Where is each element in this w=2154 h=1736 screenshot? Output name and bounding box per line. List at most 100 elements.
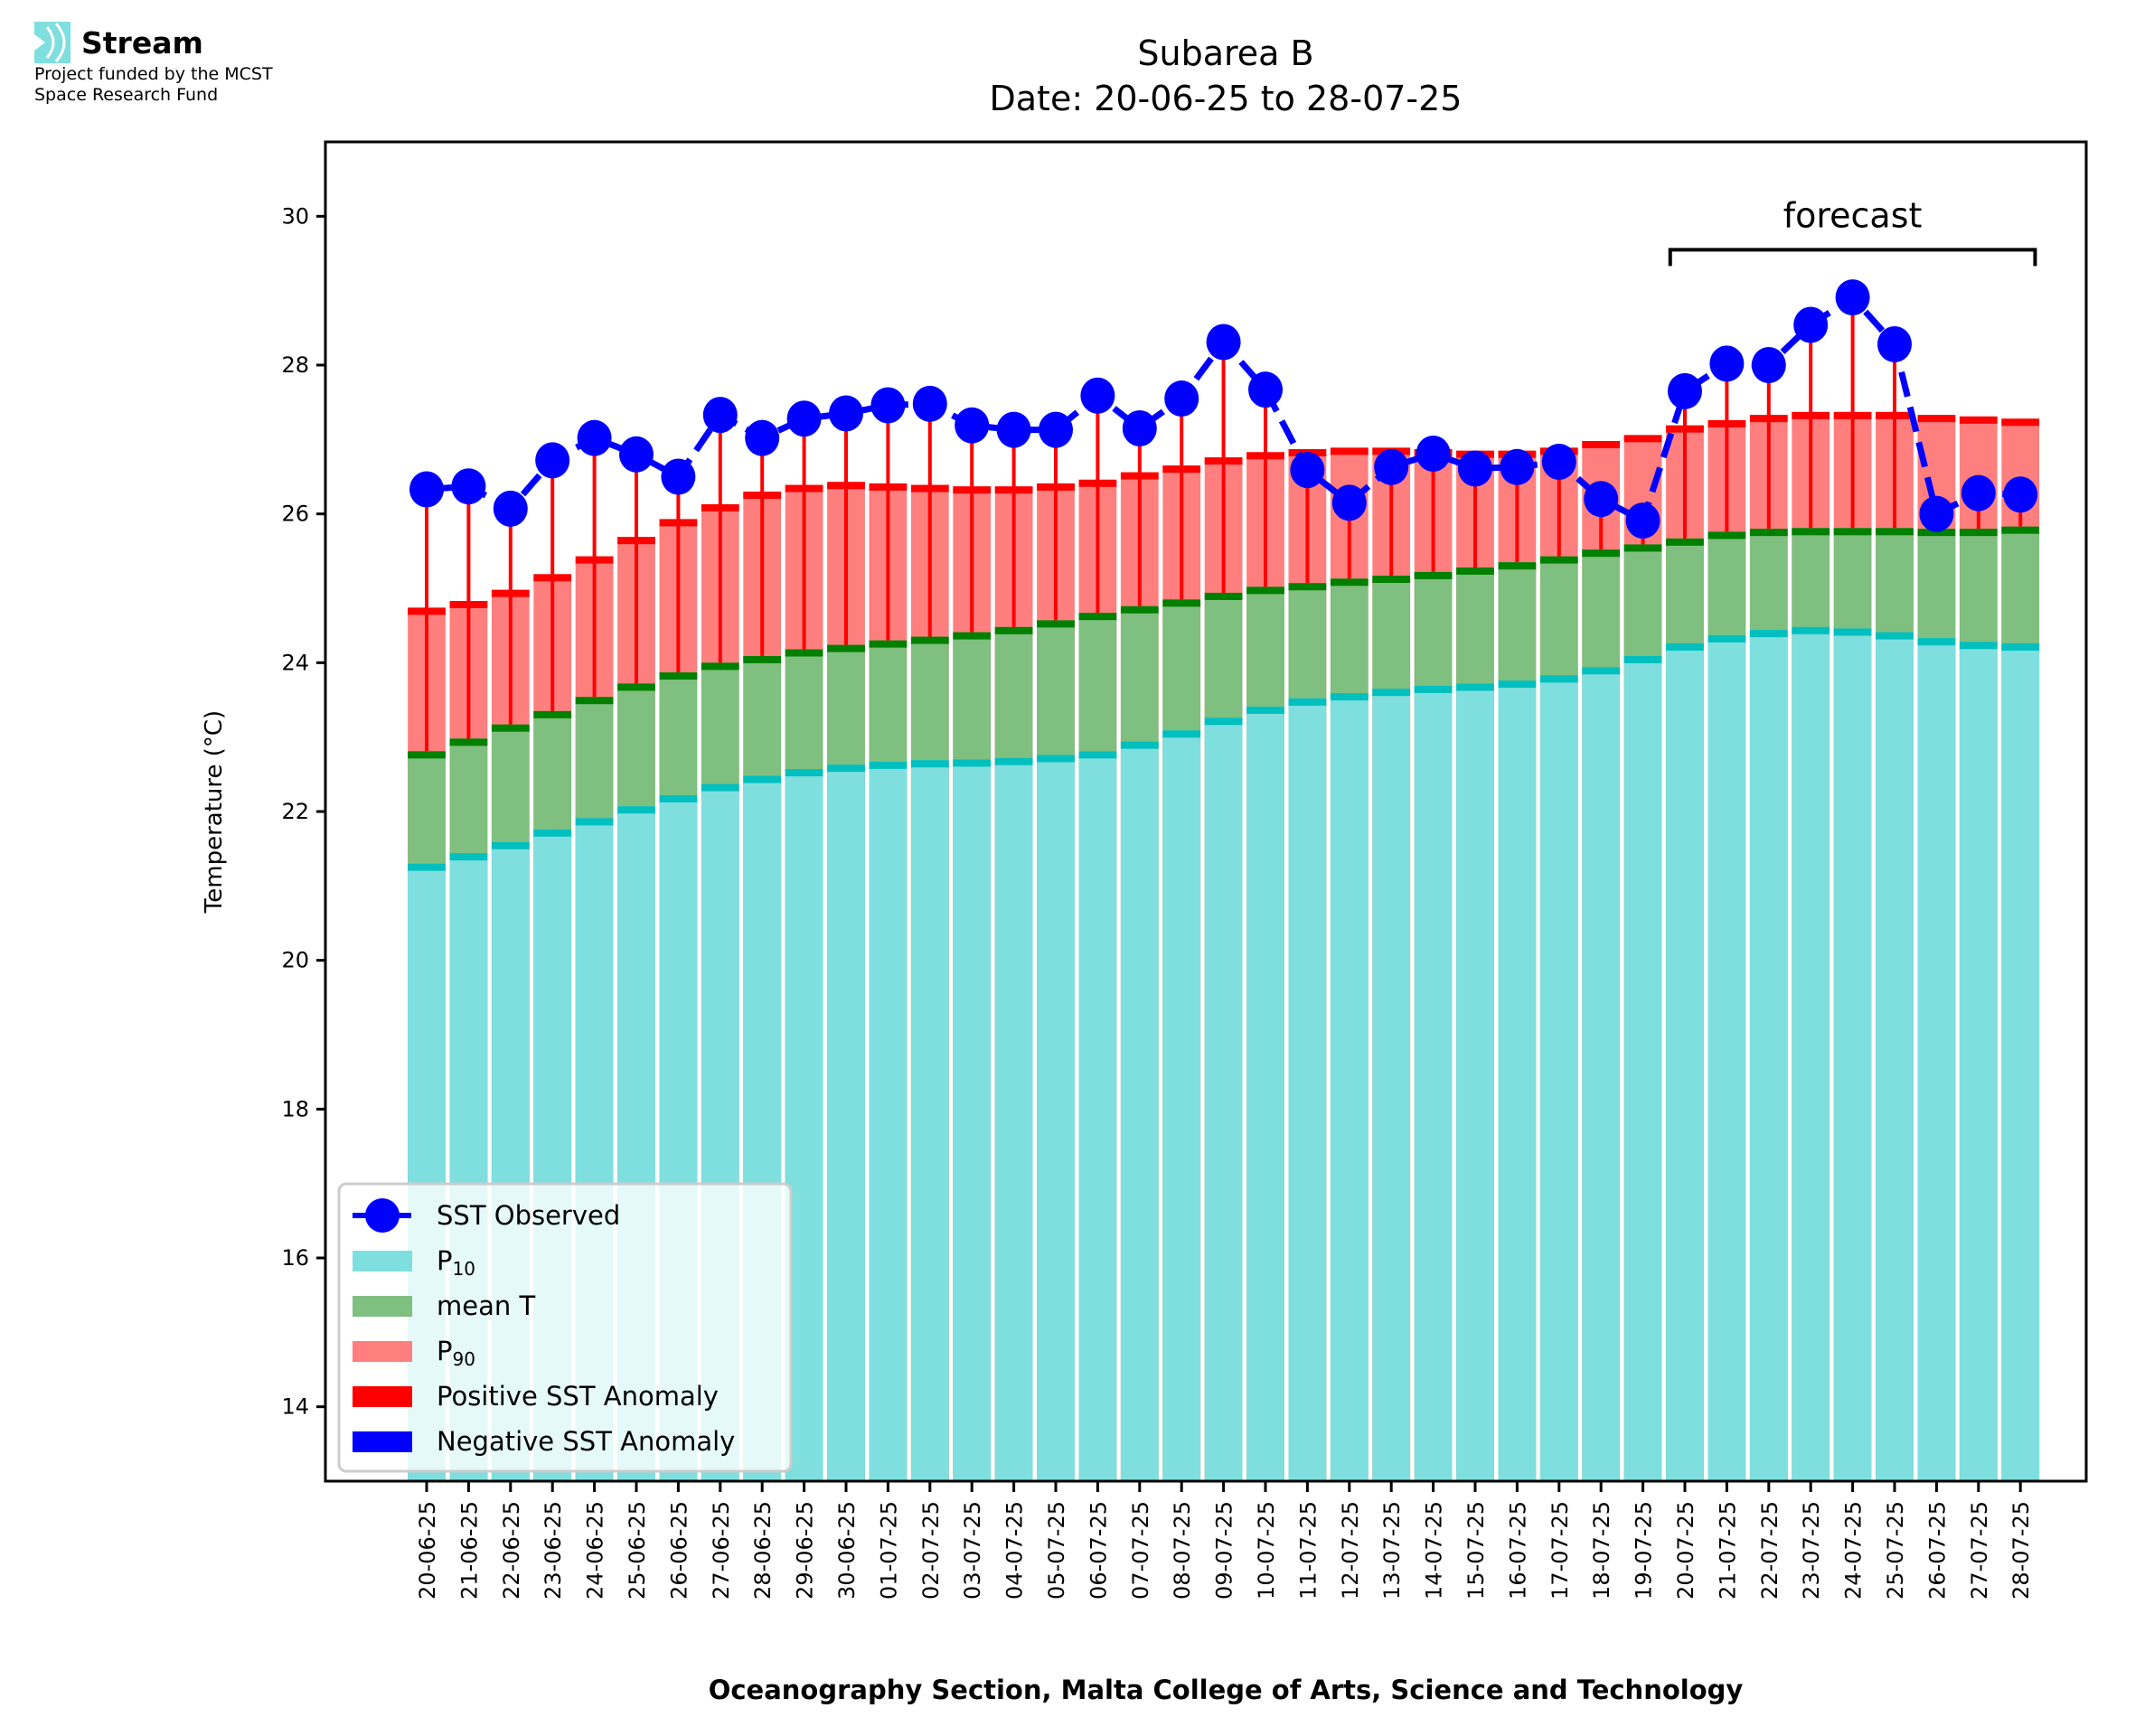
mean-t-bar-top bbox=[1959, 529, 1998, 537]
p10-bar-top bbox=[1246, 706, 1284, 714]
y-axis: 14 16 18 20 22 24 26 28 30 bbox=[281, 203, 325, 1420]
p10-bar bbox=[1246, 706, 1284, 1481]
p10-bar bbox=[1330, 693, 1369, 1481]
x-tick-label: 26-07-25 bbox=[1924, 1501, 1950, 1600]
p10-bar bbox=[1204, 718, 1243, 1481]
x-tick-label: 21-07-25 bbox=[1715, 1501, 1740, 1600]
p10-bar bbox=[1917, 638, 1956, 1481]
x-tick-label: 08-07-25 bbox=[1170, 1501, 1195, 1600]
x-tick-label: 23-06-25 bbox=[541, 1501, 566, 1600]
sst-observed-point bbox=[493, 490, 528, 527]
x-tick-label: 20-06-25 bbox=[415, 1501, 440, 1600]
p10-bar bbox=[1792, 626, 1830, 1481]
mean-t-bar-top bbox=[617, 683, 655, 691]
sst-observed-point bbox=[1961, 474, 1996, 511]
legend-label-sub: 90 bbox=[453, 1348, 475, 1370]
p10-bar bbox=[827, 765, 865, 1481]
y-tick-label: 22 bbox=[281, 799, 309, 824]
sst-observed-point bbox=[1458, 450, 1492, 487]
sst-observed-point bbox=[870, 387, 906, 424]
sst-observed-point bbox=[1500, 448, 1535, 485]
mean-t-bar-top bbox=[2001, 526, 2040, 534]
mean-t-bar-top bbox=[743, 655, 782, 663]
p90-bar-top bbox=[2001, 418, 2040, 427]
p10-bar bbox=[953, 759, 992, 1481]
sst-observed-point bbox=[786, 400, 822, 437]
p10-bar-top bbox=[1078, 751, 1117, 759]
sst-observed-point bbox=[1709, 345, 1745, 382]
p10-bar bbox=[1078, 751, 1117, 1481]
p10-bar-top bbox=[1037, 755, 1075, 763]
sst-observed-point bbox=[1290, 452, 1325, 489]
mean-t-bar-top bbox=[910, 636, 949, 644]
sst-observed-point bbox=[577, 419, 612, 456]
x-tick-label: 22-06-25 bbox=[499, 1501, 524, 1600]
sst-observed-point bbox=[409, 471, 444, 508]
mean-t-bar-top bbox=[491, 724, 530, 732]
y-tick-label: 20 bbox=[281, 948, 309, 973]
x-tick-label: 05-07-25 bbox=[1044, 1501, 1069, 1600]
legend-label-main: Negative SST Anomaly bbox=[437, 1426, 735, 1457]
x-tick-label: 17-07-25 bbox=[1547, 1501, 1573, 1600]
mean-t-bar-top bbox=[1666, 538, 1704, 546]
p10-bar bbox=[1162, 730, 1201, 1481]
mean-t-bar-top bbox=[1456, 567, 1494, 575]
p90-bar-top bbox=[1917, 415, 1956, 423]
p10-bar-top bbox=[1707, 634, 1746, 643]
x-tick-label: 24-07-25 bbox=[1841, 1501, 1867, 1600]
y-tick-label: 30 bbox=[281, 203, 309, 229]
bars-layer bbox=[408, 411, 2040, 1482]
x-tick-label: 27-07-25 bbox=[1967, 1501, 1992, 1600]
sst-observed-point bbox=[451, 468, 486, 505]
p10-bar-top bbox=[1623, 655, 1662, 663]
p10-bar bbox=[910, 760, 949, 1481]
p10-bar-top bbox=[785, 769, 823, 777]
x-tick-label: 02-07-25 bbox=[918, 1501, 944, 1600]
p10-bar-top bbox=[1792, 626, 1830, 634]
mean-t-bar-top bbox=[827, 644, 865, 652]
sst-observed-point bbox=[829, 395, 863, 432]
legend-label-main: Positive SST Anomaly bbox=[437, 1381, 719, 1412]
sst-observed-point bbox=[702, 397, 738, 434]
x-tick-label: 22-07-25 bbox=[1757, 1501, 1782, 1600]
legend-box bbox=[337, 1182, 793, 1473]
y-tick-label: 28 bbox=[281, 352, 309, 378]
mean-t-bar-top bbox=[785, 649, 823, 657]
x-tick-label: 23-07-25 bbox=[1799, 1501, 1824, 1600]
p10-bar bbox=[1707, 634, 1746, 1481]
legend-label-main: mean T bbox=[437, 1290, 535, 1321]
p10-bar bbox=[1120, 741, 1159, 1481]
legend-patch-swatch bbox=[353, 1251, 412, 1272]
x-tick-label: 20-07-25 bbox=[1673, 1501, 1698, 1600]
x-tick-label: 29-06-25 bbox=[793, 1501, 818, 1600]
mean-t-bar-top bbox=[1120, 605, 1159, 614]
x-tick-label: 07-07-25 bbox=[1128, 1501, 1153, 1600]
p10-bar-top bbox=[994, 757, 1033, 765]
p10-bar-top bbox=[1288, 698, 1327, 706]
x-axis: 20-06-25 21-06-25 22-06-25 23-06-25 24-06-25… bbox=[415, 1481, 2034, 1600]
x-tick-label: 16-07-25 bbox=[1505, 1501, 1530, 1600]
p10-bar bbox=[1582, 667, 1621, 1481]
sst-observed-point bbox=[1164, 380, 1199, 418]
mean-t-bar-top bbox=[449, 738, 488, 746]
sst-observed-point bbox=[619, 436, 654, 473]
p90-bar-top bbox=[1582, 440, 1621, 448]
x-tick-label: 13-07-25 bbox=[1379, 1501, 1405, 1600]
sst-observed-point bbox=[1668, 372, 1702, 409]
sst-observed-point bbox=[1793, 306, 1829, 343]
legend-patch-swatch bbox=[353, 1431, 412, 1452]
sst-observed-point bbox=[912, 385, 947, 422]
x-tick-label: 24-06-25 bbox=[583, 1501, 608, 1600]
x-tick-label: 11-07-25 bbox=[1295, 1501, 1321, 1600]
x-tick-label: 28-06-25 bbox=[750, 1501, 776, 1600]
x-tick-label: 06-07-25 bbox=[1086, 1501, 1111, 1600]
p10-bar-top bbox=[1539, 675, 1578, 683]
legend-label: Positive SST Anomaly bbox=[437, 1381, 719, 1412]
legend-patch-swatch bbox=[353, 1296, 412, 1317]
p10-bar-top bbox=[910, 760, 949, 768]
x-tick-label: 18-07-25 bbox=[1589, 1501, 1614, 1600]
x-tick-label: 04-07-25 bbox=[1002, 1501, 1028, 1600]
sst-observed-point bbox=[535, 442, 570, 479]
